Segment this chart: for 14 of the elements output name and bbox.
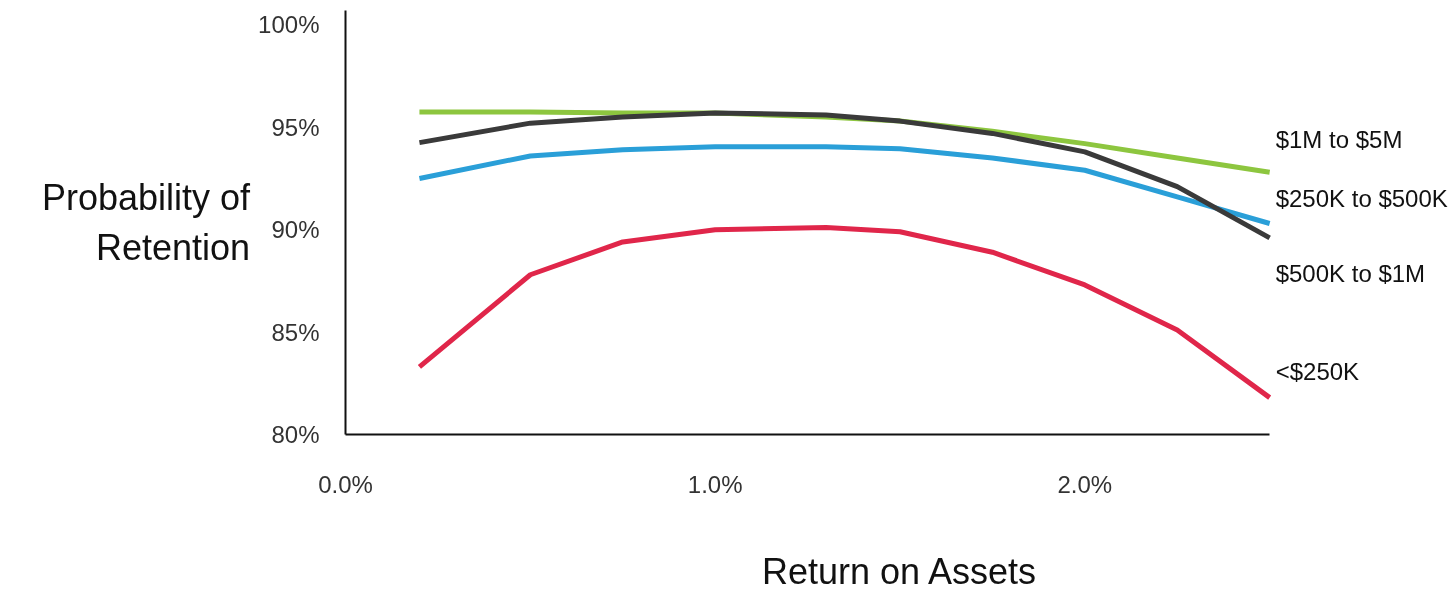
x-axis-title: Return on Assets [761, 550, 1037, 592]
series-label: $250K to $500K [1275, 185, 1448, 213]
y-tick-label: 80% [271, 421, 320, 448]
series-label: $500K to $1M [1275, 260, 1426, 288]
series-label: <$250K [1275, 358, 1360, 386]
series-label: $1M to $5M [1275, 125, 1403, 153]
x-tick-label: 2.0% [1057, 470, 1113, 498]
y-tick-label: 95% [271, 113, 320, 141]
x-tick-label: 1.0% [687, 470, 743, 498]
y-tick-label: 90% [271, 216, 320, 244]
y-tick-label: 85% [271, 318, 320, 346]
y-tick-label: 100% [258, 11, 320, 39]
y-axis-title: Probability of Retention [42, 177, 252, 268]
x-tick-label: 0.0% [318, 470, 373, 498]
